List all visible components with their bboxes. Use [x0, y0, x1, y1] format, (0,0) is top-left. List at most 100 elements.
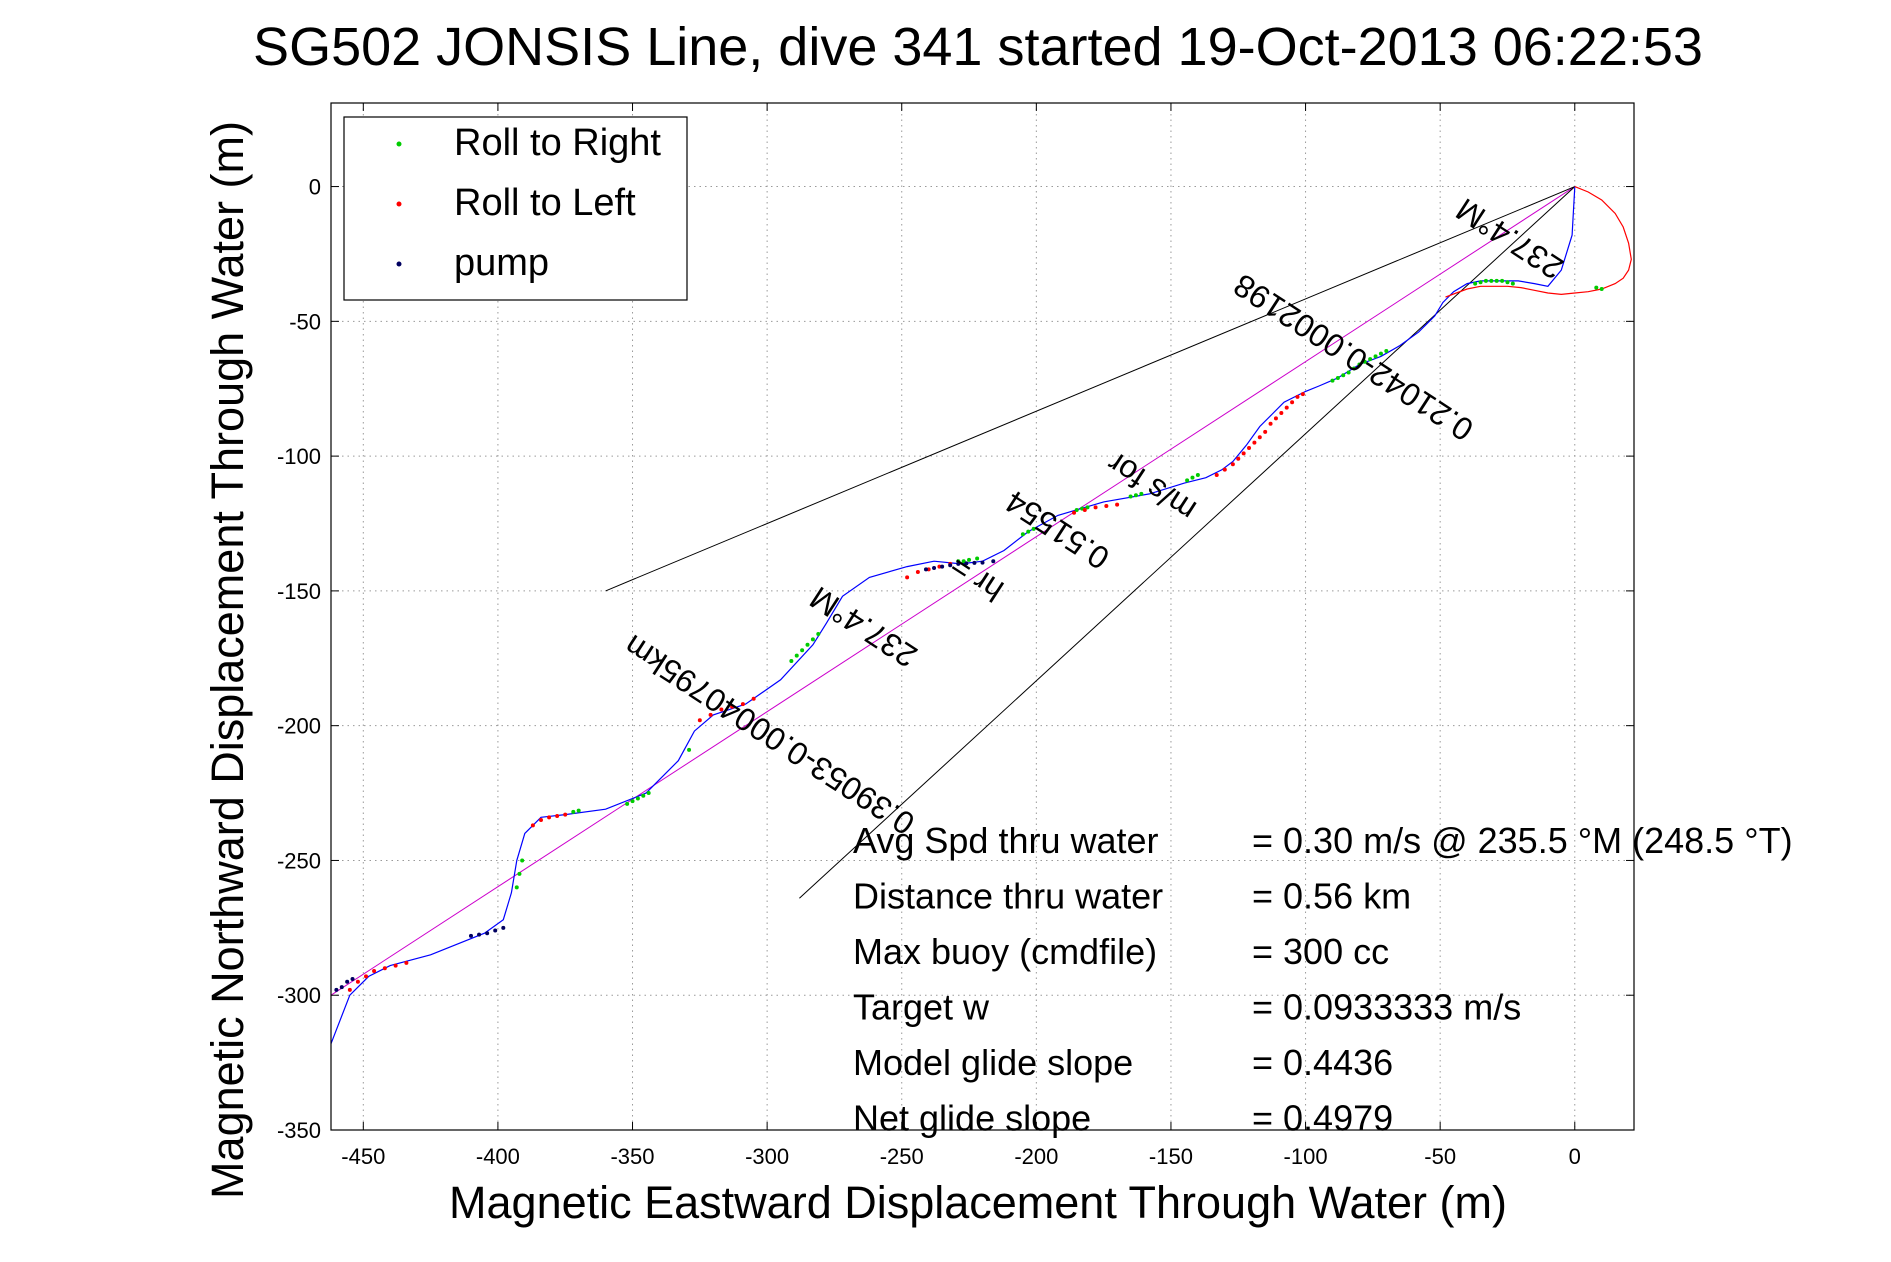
pump-point [991, 559, 996, 564]
roll-left-point [730, 704, 735, 709]
x-tick-label: -250 [880, 1144, 924, 1169]
roll-left-point [555, 813, 560, 818]
roll-right-point [1020, 532, 1025, 537]
guide-lines [330, 186, 1576, 996]
pump-point [493, 928, 498, 933]
x-tick-label: -150 [1149, 1144, 1193, 1169]
roll-left-point [1279, 410, 1284, 415]
roll-right-point [1330, 378, 1335, 383]
stats-block: Avg Spd thru water = 0.30 m/s @ 235.5 °M … [853, 820, 1793, 1139]
roll-right-point [1500, 278, 1505, 283]
roll-right-point [635, 796, 640, 801]
roll-right-point [1378, 351, 1383, 356]
y-tick-label: -200 [277, 714, 321, 739]
legend-entries: Roll to Right Roll to Left pump [396, 122, 661, 284]
x-tick-label: -100 [1284, 1144, 1328, 1169]
roll-right-point [810, 637, 815, 642]
roll-left-point [1247, 446, 1252, 451]
roll-right-point [1341, 373, 1346, 378]
legend-marker [396, 261, 402, 267]
roll-right-point [1362, 359, 1367, 364]
x-tick-label: -450 [341, 1144, 385, 1169]
pump-point [501, 925, 506, 930]
roll-right-point [794, 653, 799, 658]
stat-label: Distance thru water [853, 876, 1163, 917]
roll-right-point [1185, 478, 1190, 483]
roll-right-point [816, 632, 821, 637]
roll-left-point [363, 974, 368, 979]
pump-point [948, 563, 953, 568]
pump-point [485, 931, 490, 936]
roll-right-point [1483, 278, 1488, 283]
pump-point [334, 987, 339, 992]
x-tick-label: -300 [745, 1144, 789, 1169]
y-ticks: 0 -50 -100 -150 -200 -250 -300 -350 [277, 175, 1634, 1143]
chart-title: SG502 JONSIS Line, dive 341 started 19-O… [253, 17, 1703, 77]
roll-right-point [1384, 348, 1389, 353]
roll-right-point [576, 808, 581, 813]
pump-point [980, 560, 985, 565]
roll-right-point [1494, 278, 1499, 283]
stat-value: = 300 cc [1252, 931, 1389, 972]
roll-right-point [1133, 493, 1138, 498]
roll-left-point [1252, 440, 1257, 445]
stat-value: = 0.30 m/s @ 235.5 °M (248.5 °T) [1252, 820, 1793, 861]
y-tick-label: -300 [277, 983, 321, 1008]
roll-right-point [1373, 354, 1378, 359]
roll-left-point [751, 696, 756, 701]
roll-right-point [1357, 362, 1362, 367]
roll-right-point [514, 885, 519, 890]
roll-right-point [800, 648, 805, 653]
roll-left-point [905, 575, 910, 580]
pump-point [339, 985, 344, 990]
x-tick-label: -50 [1424, 1144, 1456, 1169]
roll-right-point [630, 799, 635, 804]
plot-frame [330, 102, 1635, 1131]
roll-right-point [1473, 281, 1478, 286]
pump-point [972, 560, 977, 565]
guide-line [799, 186, 1576, 899]
roll-right-point [1352, 366, 1357, 371]
roll-left-point [1273, 416, 1278, 421]
roll-right-point [805, 642, 810, 647]
roll-left-point [1115, 502, 1120, 507]
roll-right-point [1594, 285, 1599, 290]
roll-right-point [1074, 508, 1079, 513]
y-tick-label: -250 [277, 848, 321, 873]
roll-right-point [641, 793, 646, 798]
x-tick-label: -200 [1014, 1144, 1058, 1169]
legend-label: Roll to Left [454, 182, 636, 224]
stat-label: Model glide slope [853, 1042, 1133, 1083]
pump-point [350, 977, 355, 982]
roll-left-point [740, 702, 745, 707]
roll-left-point [1072, 510, 1077, 515]
track-line [330, 186, 1576, 1044]
legend-label: pump [454, 242, 549, 284]
pump-point [964, 561, 969, 566]
pump-point [477, 932, 482, 937]
roll-left-point [1082, 508, 1087, 513]
guide-line [605, 186, 1575, 592]
roll-right-point [1478, 280, 1483, 285]
y-tick-label: -150 [277, 579, 321, 604]
roll-right-point [1599, 286, 1604, 291]
legend-label: Roll to Right [454, 122, 661, 164]
y-axis-label: Magnetic Northward Displacement Through … [202, 121, 253, 1199]
roll-right-point [789, 658, 794, 663]
stat-value: = 0.4436 [1252, 1042, 1393, 1083]
roll-left-point [697, 718, 702, 723]
roll-left-point [915, 570, 920, 575]
roll-left-point [547, 815, 552, 820]
y-tick-label: -100 [277, 444, 321, 469]
roll-right-point [1031, 526, 1036, 531]
track-line [1445, 186, 1632, 298]
roll-right-point [687, 747, 692, 752]
roll-right-point [1195, 472, 1200, 477]
stat-label: Target w [853, 987, 990, 1028]
stat-value: = 0.0933333 m/s [1252, 987, 1521, 1028]
stat-label: Max buoy (cmdfile) [853, 931, 1157, 972]
roll-left-point [1104, 503, 1109, 508]
roll-left-point [538, 818, 543, 823]
